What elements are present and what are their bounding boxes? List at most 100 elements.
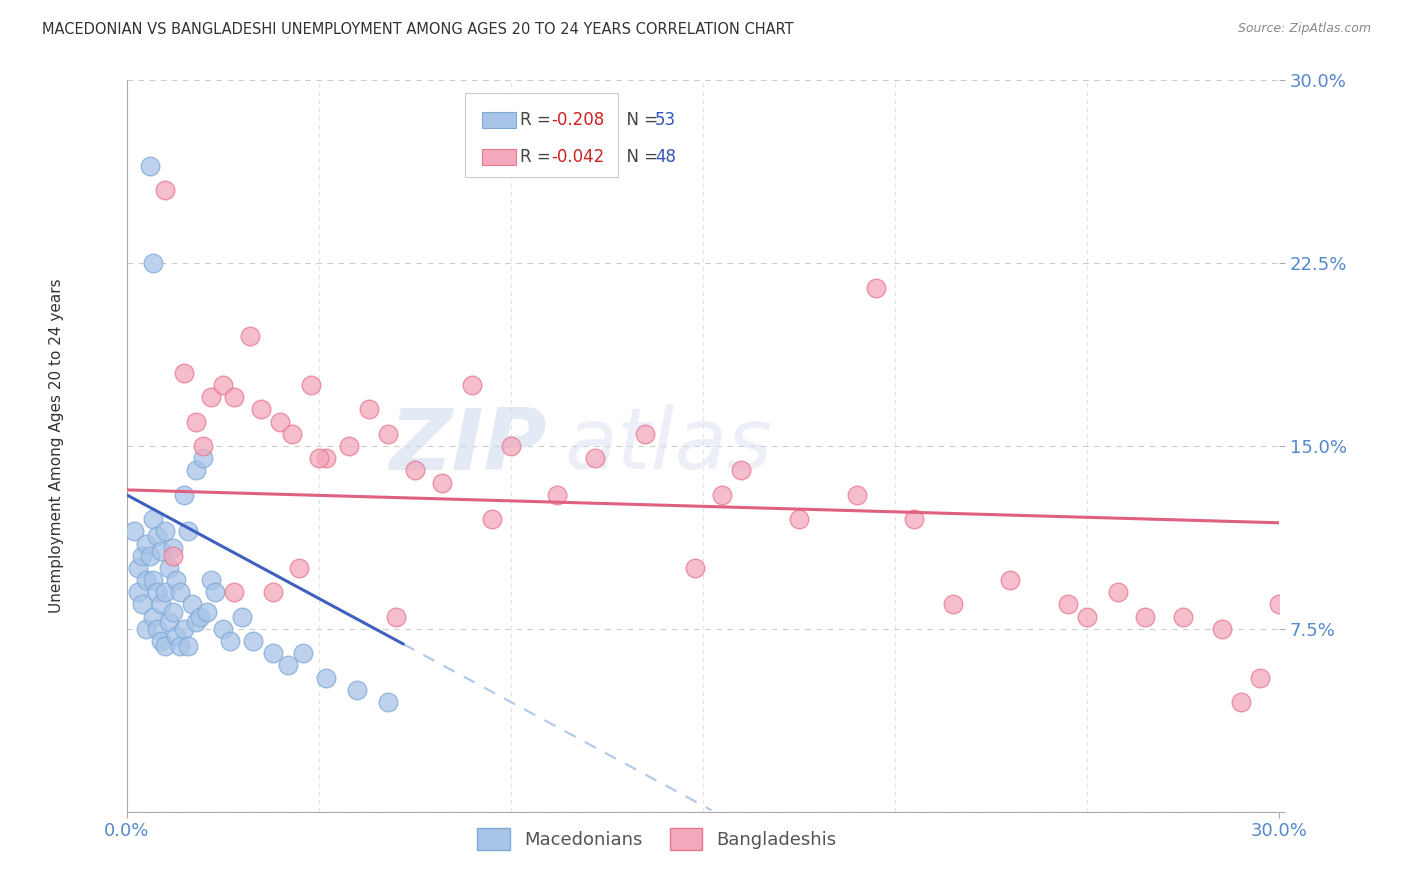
Point <box>162 549 184 563</box>
Point <box>184 615 207 629</box>
Point <box>200 390 222 404</box>
Point <box>231 609 253 624</box>
Point <box>188 609 211 624</box>
Point <box>1133 609 1156 624</box>
Point <box>200 573 222 587</box>
Text: -0.042: -0.042 <box>551 148 605 166</box>
Point <box>184 415 207 429</box>
Point <box>685 561 707 575</box>
Point <box>238 329 260 343</box>
Point <box>195 605 218 619</box>
Point <box>157 561 180 575</box>
Point <box>292 646 315 660</box>
Text: -0.208: -0.208 <box>551 112 605 129</box>
Point <box>127 585 149 599</box>
Point <box>153 524 176 539</box>
Point <box>131 598 153 612</box>
Point <box>315 451 337 466</box>
Point <box>288 561 311 575</box>
Point <box>262 585 284 599</box>
Point <box>461 378 484 392</box>
Y-axis label: Unemployment Among Ages 20 to 24 years: Unemployment Among Ages 20 to 24 years <box>49 278 65 614</box>
Point <box>1107 585 1129 599</box>
Point <box>903 512 925 526</box>
Point <box>865 280 887 294</box>
Legend: Macedonians, Bangladeshis: Macedonians, Bangladeshis <box>470 821 844 857</box>
Text: N =: N = <box>616 112 664 129</box>
Point <box>1000 573 1022 587</box>
Point <box>845 488 868 502</box>
Point <box>177 524 200 539</box>
Point <box>169 639 191 653</box>
Point <box>166 573 188 587</box>
Point <box>173 366 195 380</box>
Point <box>180 598 202 612</box>
Point <box>138 159 160 173</box>
Point <box>430 475 453 490</box>
Point <box>153 585 176 599</box>
Point <box>135 536 157 550</box>
Text: Source: ZipAtlas.com: Source: ZipAtlas.com <box>1237 22 1371 36</box>
Point <box>634 426 657 441</box>
Text: atlas: atlas <box>565 404 773 488</box>
Point <box>346 682 368 697</box>
Point <box>1211 622 1233 636</box>
Point <box>166 629 188 643</box>
Point <box>1173 609 1195 624</box>
Point <box>1249 671 1271 685</box>
Point <box>135 573 157 587</box>
Point <box>142 512 165 526</box>
Point <box>315 671 337 685</box>
Point <box>193 451 215 466</box>
Point <box>308 451 330 466</box>
Point <box>499 439 522 453</box>
Point <box>173 622 195 636</box>
Point <box>142 609 165 624</box>
Point <box>146 622 169 636</box>
Point <box>173 488 195 502</box>
Point <box>339 439 361 453</box>
Point <box>153 639 176 653</box>
Point <box>250 402 273 417</box>
Point <box>211 622 233 636</box>
Text: N =: N = <box>616 148 664 166</box>
Point <box>942 598 965 612</box>
Point <box>127 561 149 575</box>
Point <box>184 463 207 477</box>
Point <box>162 541 184 556</box>
Point <box>787 512 810 526</box>
Point <box>1057 598 1080 612</box>
Point <box>131 549 153 563</box>
Text: R =: R = <box>520 148 557 166</box>
Point <box>162 605 184 619</box>
Point <box>224 585 246 599</box>
Point <box>142 573 165 587</box>
Point <box>281 426 304 441</box>
Point <box>1230 695 1253 709</box>
Point <box>135 622 157 636</box>
Text: 48: 48 <box>655 148 676 166</box>
Text: ZIP: ZIP <box>389 404 547 488</box>
Point <box>1268 598 1291 612</box>
Point <box>299 378 322 392</box>
Point <box>546 488 568 502</box>
Point <box>377 426 399 441</box>
Point <box>193 439 215 453</box>
Point <box>224 390 246 404</box>
Point <box>384 609 406 624</box>
Point <box>711 488 734 502</box>
Point <box>138 549 160 563</box>
Text: R =: R = <box>520 112 557 129</box>
Point <box>142 256 165 270</box>
Point <box>157 615 180 629</box>
Point <box>404 463 426 477</box>
Text: MACEDONIAN VS BANGLADESHI UNEMPLOYMENT AMONG AGES 20 TO 24 YEARS CORRELATION CHA: MACEDONIAN VS BANGLADESHI UNEMPLOYMENT A… <box>42 22 794 37</box>
Point <box>211 378 233 392</box>
Point <box>122 524 145 539</box>
Text: 53: 53 <box>655 112 676 129</box>
Point <box>146 529 169 543</box>
Point <box>150 544 173 558</box>
Point <box>150 634 173 648</box>
Point <box>583 451 606 466</box>
Point <box>357 402 380 417</box>
